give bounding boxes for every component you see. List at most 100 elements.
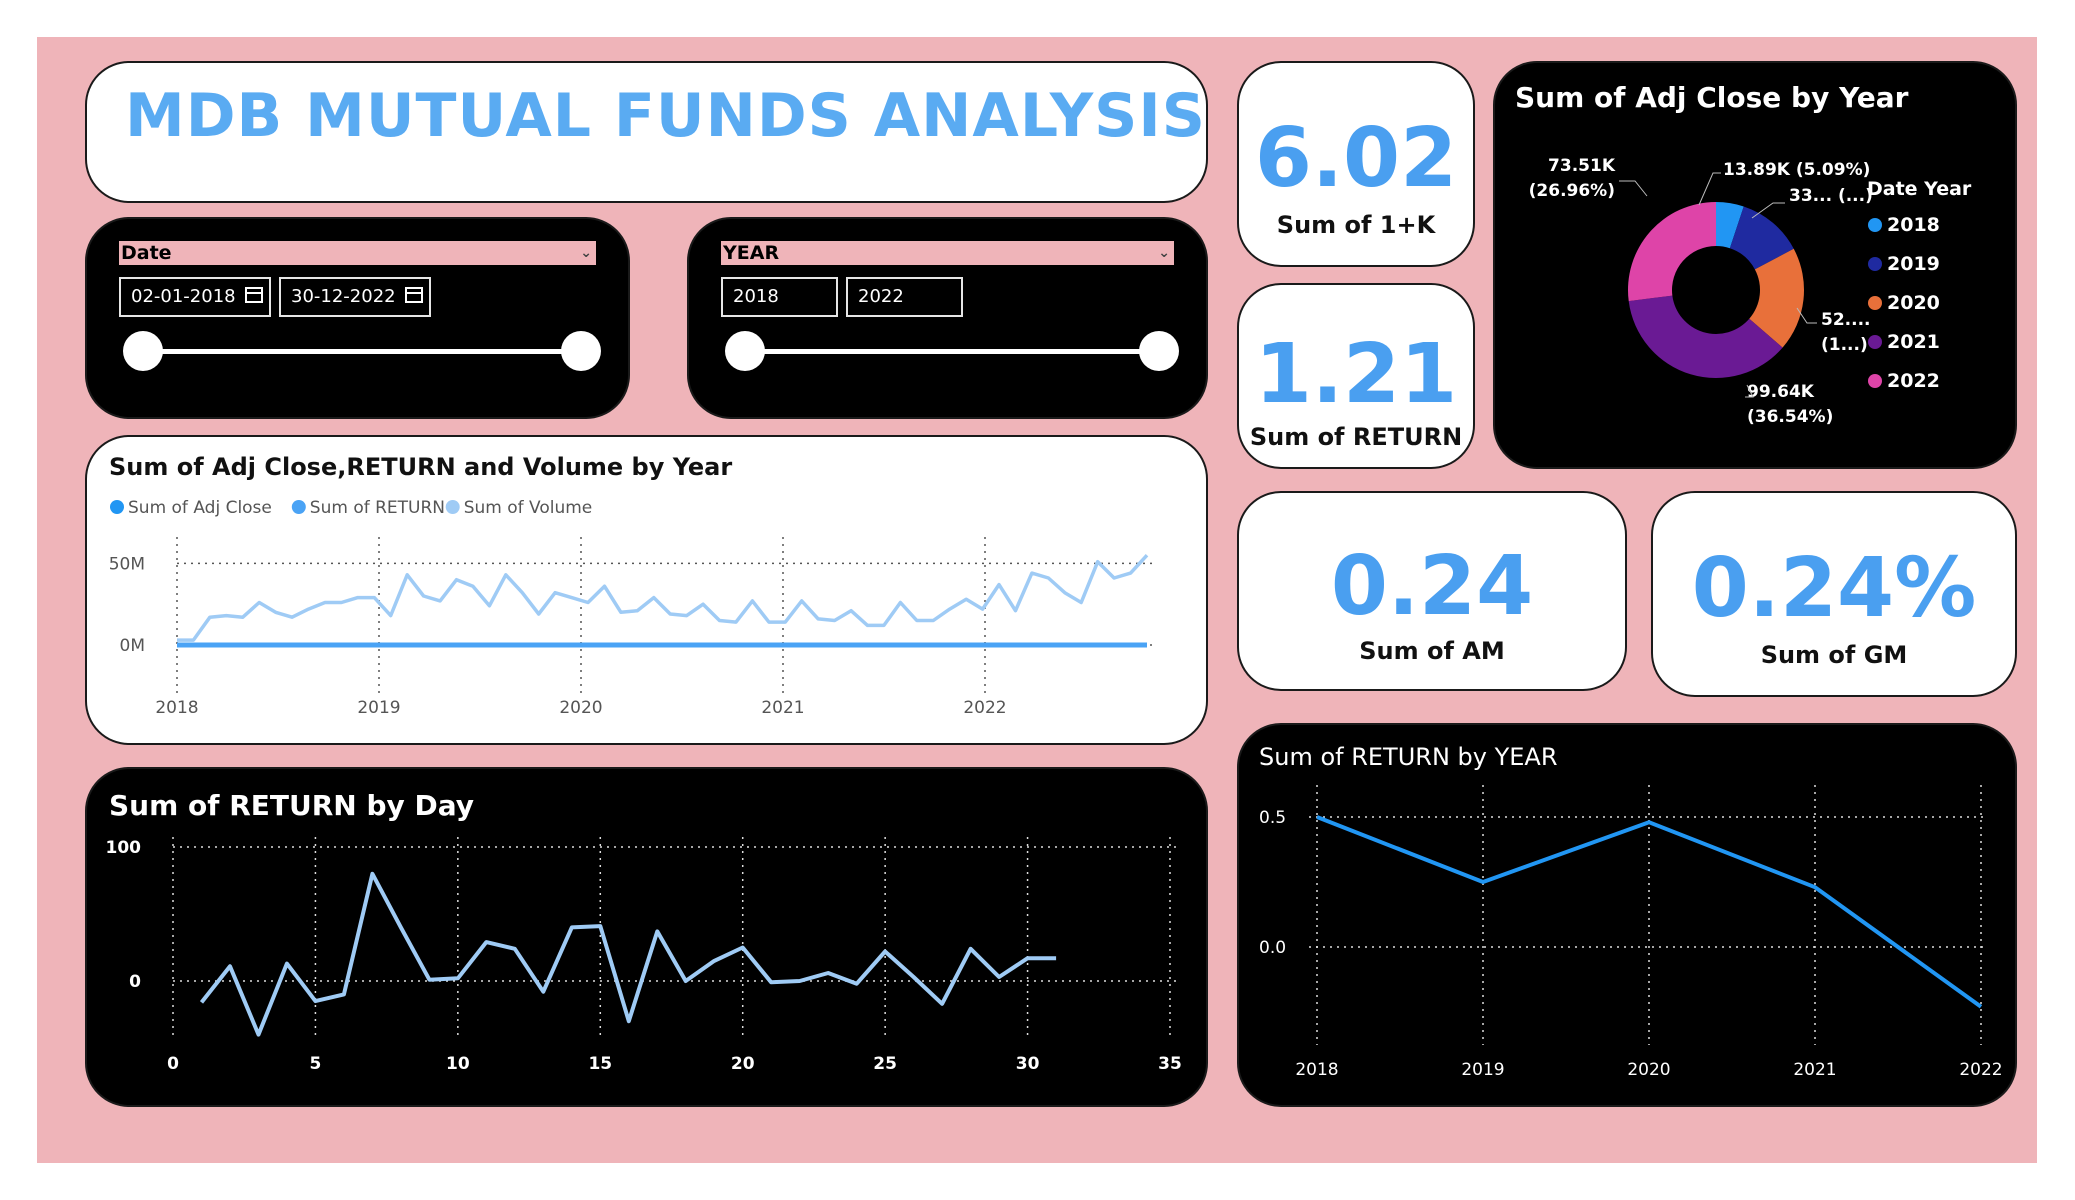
kpi-card-am: 0.24 Sum of AM [1237, 491, 1627, 691]
x-tick-label: 35 [1158, 1054, 1182, 1074]
donut-data-label: 52.... [1821, 310, 1871, 330]
x-tick-label: 2021 [761, 698, 804, 718]
year-slider-track[interactable] [744, 349, 1154, 354]
kpi-card-one-plus-k: 6.02 Sum of 1+K [1237, 61, 1475, 267]
year-slicer: YEAR ⌄ 2018 2022 [687, 217, 1208, 419]
legend-marker [1868, 374, 1882, 388]
calendar-icon[interactable] [245, 287, 263, 303]
kpi-label: Sum of RETURN [1249, 423, 1463, 451]
calendar-icon[interactable] [405, 287, 423, 303]
y-tick-label: 0.5 [1259, 808, 1286, 828]
legend-marker [445, 500, 460, 514]
year-chart-title: Sum of RETURN by YEAR [1259, 743, 1558, 771]
date-end-input[interactable]: 30-12-2022 [279, 277, 431, 317]
donut-slice-2021 [1628, 295, 1783, 378]
donut-slice-2018 [1716, 202, 1744, 249]
legend-title: Date Year [1867, 178, 1972, 200]
date-slider-start-handle[interactable] [123, 331, 163, 371]
donut-data-label: (1...) [1821, 335, 1868, 355]
kpi-label: Sum of AM [1359, 637, 1505, 665]
donut-chart: 13.89K (5.09%) 33... (...) 52.... (1...) 99.… [1529, 156, 1972, 427]
adj-return-volume-card: Sum of Adj Close,RETURN and Volume by Ye… [85, 435, 1208, 745]
legend-label: 2019 [1887, 253, 1940, 275]
kpi-value: 1.21 [1254, 327, 1458, 422]
donut-data-label: 73.51K [1548, 156, 1616, 176]
x-tick-label: 10 [446, 1054, 470, 1074]
year-start-value: 2018 [733, 286, 779, 307]
legend-label: 2021 [1887, 331, 1940, 353]
x-tick-label: 2022 [1959, 1060, 2002, 1080]
year-end-value: 2022 [858, 286, 904, 307]
date-slider-track[interactable] [142, 349, 574, 354]
kpi-value: 6.02 [1254, 111, 1458, 206]
legend-marker [1868, 335, 1882, 349]
y-tick-label: 100 [106, 838, 142, 858]
date-start-input[interactable]: 02-01-2018 [119, 277, 271, 317]
chevron-down-icon[interactable]: ⌄ [580, 245, 592, 261]
y-tick-label: 0M [120, 636, 145, 656]
donut-slice-2022 [1628, 202, 1716, 302]
year-slicer-header[interactable]: YEAR ⌄ [721, 241, 1174, 265]
y-tick-label: 50M [109, 554, 145, 574]
date-slicer: Date ⌄ 02-01-2018 30-12-2022 [85, 217, 630, 419]
adj-close-donut-card: Sum of Adj Close by Year 13.89K (5.09%) 3… [1493, 61, 2017, 469]
dashboard-title: MDB MUTUAL FUNDS ANALYSIS [125, 81, 1206, 151]
legend-marker [1868, 218, 1882, 232]
y-tick-label: 0 [129, 972, 141, 992]
donut-leader-line [1796, 307, 1817, 324]
x-tick-label: 15 [588, 1054, 612, 1074]
x-tick-label: 2020 [559, 698, 602, 718]
return-by-year-chart: 0.5 0.0 2018 2019 2020 2021 2022 [1259, 785, 2003, 1080]
legend-label: Sum of RETURN [310, 498, 445, 518]
legend-marker [110, 500, 124, 514]
date-slicer-label: Date [121, 242, 172, 264]
multi-line-chart: Sum of Adj Close Sum of RETURN Sum of Volu… [109, 498, 1157, 718]
donut-slice-2019 [1729, 206, 1794, 270]
year-slicer-label: YEAR [723, 242, 780, 264]
donut-chart-title: Sum of Adj Close by Year [1515, 81, 1909, 114]
legend-label: 2022 [1887, 370, 1940, 392]
day-chart-title: Sum of RETURN by Day [109, 789, 475, 822]
x-tick-label: 0 [167, 1054, 179, 1074]
x-tick-label: 5 [310, 1054, 322, 1074]
x-tick-label: 20 [731, 1054, 755, 1074]
x-tick-label: 2019 [357, 698, 400, 718]
kpi-value: 0.24 [1330, 539, 1534, 634]
kpi-card-gm: 0.24% Sum of GM [1651, 491, 2017, 697]
return-by-year-card: Sum of RETURN by YEAR 0.5 0.0 2018 2019 2020… [1237, 723, 2017, 1107]
year-slider-end-handle[interactable] [1139, 331, 1179, 371]
date-start-value: 02-01-2018 [131, 286, 236, 307]
x-tick-label: 2018 [155, 698, 198, 718]
kpi-card-return: 1.21 Sum of RETURN [1237, 283, 1475, 469]
kpi-label: Sum of GM [1760, 641, 1908, 669]
donut-leader-line [1745, 384, 1754, 398]
year-start-input[interactable]: 2018 [721, 277, 838, 317]
y-tick-label: 0.0 [1259, 938, 1286, 958]
title-card: MDB MUTUAL FUNDS ANALYSIS [85, 61, 1208, 203]
dashboard-canvas: MDB MUTUAL FUNDS ANALYSIS Date ⌄ 02-01-2… [37, 37, 2037, 1163]
x-tick-label: 2019 [1461, 1060, 1504, 1080]
x-tick-label: 2021 [1793, 1060, 1836, 1080]
date-slider-end-handle[interactable] [561, 331, 601, 371]
date-slicer-header[interactable]: Date ⌄ [119, 241, 596, 265]
donut-data-label: (36.54%) [1747, 407, 1833, 427]
donut-data-label: (26.96%) [1529, 181, 1615, 201]
series-line [1316, 815, 1983, 1009]
x-tick-label: 2018 [1295, 1060, 1338, 1080]
x-tick-label: 2022 [963, 698, 1006, 718]
donut-leader-line [1619, 180, 1648, 197]
legend-marker [291, 500, 306, 514]
return-by-day-card: Sum of RETURN by Day 100 0 0 5 10 15 20 25 30 35 [85, 767, 1208, 1107]
x-tick-label: 25 [873, 1054, 897, 1074]
date-end-value: 30-12-2022 [291, 286, 396, 307]
year-slider-start-handle[interactable] [725, 331, 765, 371]
legend-marker [1868, 296, 1882, 310]
donut-data-label: 13.89K (5.09%) [1723, 160, 1870, 180]
chevron-down-icon[interactable]: ⌄ [1158, 245, 1170, 261]
legend-label: Sum of Volume [464, 498, 593, 518]
x-tick-label: 30 [1016, 1054, 1040, 1074]
legend-marker [1868, 257, 1882, 271]
donut-leader-line [1698, 172, 1721, 206]
donut-leader-line [1751, 202, 1785, 219]
year-end-input[interactable]: 2022 [846, 277, 963, 317]
